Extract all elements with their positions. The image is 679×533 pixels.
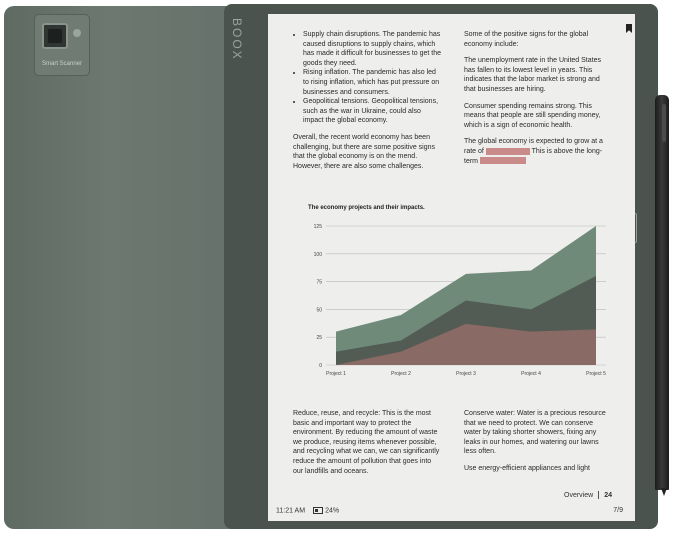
x-tick-label: Project 1: [326, 371, 346, 377]
page-progress[interactable]: 7/9: [613, 507, 623, 514]
battery-level: 24%: [325, 507, 340, 515]
device-frame: BOOX Supply chain disruptions. The pande…: [224, 4, 658, 529]
camera-flash-icon: [73, 29, 81, 37]
reader-screen[interactable]: Supply chain disruptions. The pandemic h…: [268, 14, 635, 521]
left-column-bottom: Reduce, reuse, and recycle: This is the …: [293, 409, 443, 483]
battery-icon: [313, 507, 324, 514]
divider: [598, 491, 600, 499]
device-back-panel: Smart Scanner: [4, 6, 236, 529]
x-tick-label: Project 3: [456, 371, 476, 377]
highlight-mark[interactable]: [485, 147, 530, 155]
bullet-item: Supply chain disruptions. The pandemic h…: [303, 30, 443, 68]
area-chart: 0 25 50 75 100 125 Project 1 Project 2 Project 3…: [314, 224, 606, 377]
scanner-label: Smart Scanner: [41, 61, 83, 67]
stylus-pen: [655, 95, 669, 490]
y-tick-label: 100: [314, 252, 323, 258]
y-tick-label: 50: [316, 307, 322, 313]
y-tick-label: 0: [319, 363, 322, 369]
right-column-bottom: Conserve water: Water is a precious reso…: [464, 409, 612, 481]
bullet-item: Rising inflation. The pandemic has also …: [303, 68, 443, 97]
highlight-mark[interactable]: [479, 157, 526, 165]
paragraph: Some of the positive signs for the globa…: [464, 31, 589, 48]
y-tick-label: 75: [316, 280, 322, 286]
paragraph-part: The global economy is expected to grow a…: [464, 138, 603, 155]
x-tick-label: Project 2: [391, 371, 411, 377]
brand-logo: BOOX: [230, 18, 244, 61]
page-number: 24: [604, 491, 612, 499]
x-tick-label: Project 5: [586, 371, 606, 377]
clock: 11:21 AM: [276, 507, 306, 515]
chart: The economy projects and their impacts. …: [298, 204, 618, 379]
paragraph: Overall, the recent world economy has be…: [293, 133, 436, 170]
bullet-list: Supply chain disruptions. The pandemic h…: [293, 30, 443, 126]
status-bar: 11:21 AM 24%: [276, 507, 339, 514]
bullet-item: Geopolitical tensions. Geopolitical tens…: [303, 97, 443, 126]
paragraph: Use energy-efficient appliances and ligh…: [464, 464, 590, 472]
paragraph-part: This is above the long-term: [464, 147, 603, 165]
highlighted-paragraph: The global economy is expected to grow a…: [464, 137, 612, 166]
paragraph: Reduce, reuse, and recycle: This is the …: [293, 410, 440, 475]
stylus-tip: [661, 488, 667, 496]
y-tick-label: 25: [316, 335, 322, 341]
bookmark-icon[interactable]: [626, 24, 632, 33]
left-column-top: Supply chain disruptions. The pandemic h…: [293, 30, 443, 178]
stylus-clip: [662, 104, 666, 142]
paragraph: Conserve water: Water is a precious reso…: [464, 410, 606, 456]
paragraph: The unemployment rate in the United Stat…: [464, 57, 601, 93]
camera-module: Smart Scanner: [34, 14, 90, 76]
chapter-indicator[interactable]: Overview 24: [564, 491, 612, 499]
camera-lens-icon: [42, 23, 68, 49]
right-column-top: Some of the positive signs for the globa…: [464, 30, 612, 173]
paragraph: Consumer spending remains strong. This m…: [464, 102, 601, 129]
area-series: [336, 323, 596, 365]
y-tick-label: 125: [314, 224, 323, 230]
chart-title: The economy projects and their impacts.: [308, 205, 425, 211]
chapter-title: Overview: [564, 491, 594, 499]
x-tick-label: Project 4: [521, 371, 541, 377]
